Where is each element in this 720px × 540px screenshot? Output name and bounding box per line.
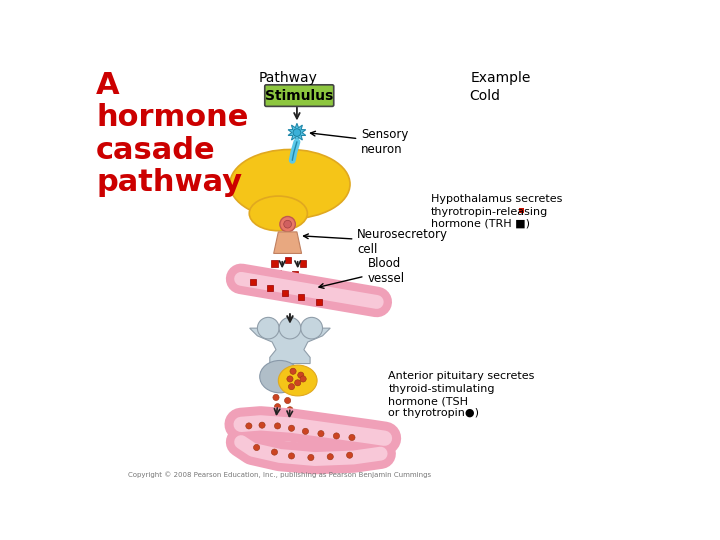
Circle shape <box>301 318 323 339</box>
Circle shape <box>284 397 291 403</box>
Circle shape <box>271 449 277 455</box>
Circle shape <box>327 454 333 460</box>
Polygon shape <box>274 232 302 253</box>
Text: Neurosecretory
cell: Neurosecretory cell <box>304 228 449 256</box>
Bar <box>297 294 304 300</box>
Circle shape <box>284 220 292 228</box>
Bar <box>271 260 277 267</box>
Text: Stimulus: Stimulus <box>265 89 333 103</box>
Circle shape <box>287 376 293 382</box>
Circle shape <box>246 423 252 429</box>
Ellipse shape <box>260 361 300 393</box>
Text: Copyright © 2008 Pearson Education, Inc., publishing as Pearson Benjamin Cumming: Copyright © 2008 Pearson Education, Inc.… <box>128 471 431 478</box>
Bar <box>284 256 291 262</box>
Circle shape <box>372 296 382 307</box>
Circle shape <box>293 129 301 137</box>
Text: Example: Example <box>471 71 531 85</box>
Text: Sensory
neuron: Sensory neuron <box>310 128 409 156</box>
Text: Pathway: Pathway <box>258 71 317 85</box>
Text: Blood
vessel: Blood vessel <box>319 257 405 288</box>
Circle shape <box>273 394 279 401</box>
Circle shape <box>253 444 260 450</box>
Text: A
hormone
casade
pathway: A hormone casade pathway <box>96 71 248 197</box>
Circle shape <box>307 455 314 461</box>
Circle shape <box>274 403 281 410</box>
Circle shape <box>333 433 340 439</box>
Bar <box>250 279 256 285</box>
Circle shape <box>259 422 265 428</box>
Circle shape <box>346 452 353 458</box>
Bar <box>518 208 524 213</box>
Circle shape <box>300 376 306 382</box>
Circle shape <box>379 433 390 444</box>
Circle shape <box>280 217 295 232</box>
Circle shape <box>374 428 395 449</box>
Circle shape <box>302 428 309 434</box>
Circle shape <box>287 407 293 413</box>
Circle shape <box>294 380 301 386</box>
Bar <box>315 299 322 305</box>
Circle shape <box>282 413 289 419</box>
Circle shape <box>349 434 355 441</box>
Ellipse shape <box>249 196 307 231</box>
Circle shape <box>269 412 274 418</box>
FancyBboxPatch shape <box>265 85 334 106</box>
Circle shape <box>258 318 279 339</box>
Bar <box>292 271 299 278</box>
Circle shape <box>318 430 324 437</box>
Polygon shape <box>288 123 306 142</box>
Polygon shape <box>250 328 330 363</box>
Bar <box>300 260 306 267</box>
Circle shape <box>289 453 294 459</box>
Ellipse shape <box>279 365 317 396</box>
Circle shape <box>366 291 387 313</box>
Bar <box>282 289 289 296</box>
Circle shape <box>274 423 281 429</box>
Bar <box>274 269 281 276</box>
Text: Anterior pituitary secretes
thyroid-stimulating
hormone (TSH
or thyrotropin●): Anterior pituitary secretes thyroid-stim… <box>388 372 535 418</box>
Bar <box>266 285 273 291</box>
Text: Cold: Cold <box>469 89 500 103</box>
Circle shape <box>289 425 294 431</box>
Circle shape <box>371 444 391 464</box>
Text: Hypothalamus secretes
thyrotropin-releasing
hormone (TRH ■): Hypothalamus secretes thyrotropin-releas… <box>431 194 562 229</box>
Circle shape <box>290 368 296 374</box>
Circle shape <box>289 383 294 390</box>
Circle shape <box>279 318 301 339</box>
Circle shape <box>297 372 304 378</box>
Ellipse shape <box>230 150 350 219</box>
